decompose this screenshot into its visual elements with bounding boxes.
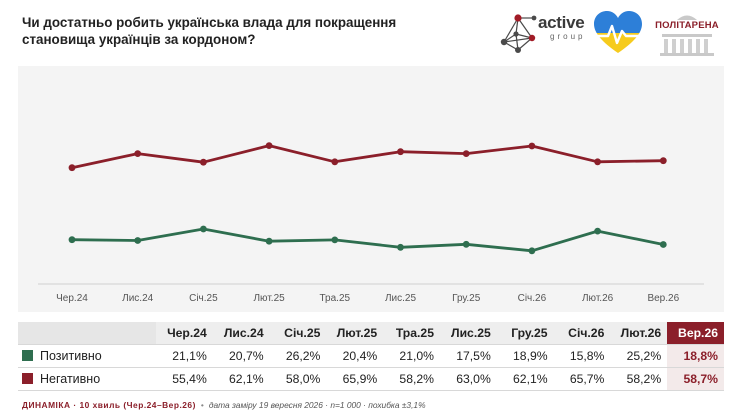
row-label-negative: Негативно [18, 367, 156, 391]
data-point-positive [331, 236, 339, 244]
data-point-positive [462, 240, 470, 248]
data-point-negative [397, 148, 404, 156]
series-line-positive [71, 227, 664, 253]
table-cell: 62,1% [212, 367, 270, 391]
footer: ДИНАМІКА · 10 хвиль (Чер.24–Вер.26) • дата… [22, 400, 426, 410]
ukraine-heart-logo [592, 9, 644, 57]
table-cell: 65,7% [553, 367, 611, 391]
x-tick-label: Січ.25 [189, 293, 218, 304]
x-tick-label: Вер.26 [647, 293, 679, 304]
table-row-negative: Негативно 55,4% 62,1% 58,0% 65,9% 58,2% … [18, 367, 724, 391]
header: Чи достатньо робить українська влада для… [0, 0, 740, 66]
table-cell: 58,0% [269, 367, 327, 391]
parliament-building-icon [660, 15, 714, 56]
page-title: Чи достатньо робить українська влада для… [22, 15, 397, 47]
table-header-cell-latest: Вер.26 [667, 322, 724, 345]
table-cell-latest: 58,7% [667, 367, 724, 391]
table-cell: 15,8% [553, 344, 611, 368]
table-header-cell: Січ.26 [553, 322, 611, 345]
table-cell: 25,2% [610, 344, 668, 368]
politarena-wordmark: ПОЛІТАРЕНА [655, 20, 719, 31]
negative-swatch [22, 373, 33, 384]
footer-separator: • [200, 400, 204, 410]
table-cell: 21,1% [156, 344, 213, 368]
positive-swatch [22, 350, 33, 361]
table-cell: 63,0% [439, 367, 497, 391]
table-cell: 55,4% [156, 367, 213, 391]
data-point-positive [397, 243, 404, 251]
data-point-positive [68, 236, 76, 244]
data-point-positive [659, 241, 667, 248]
line-chart: Чер.24 Лис.24 Січ.25 Лют.25 Тра.25 Лис.25 Гру.… [38, 142, 704, 304]
x-tick-label: Чер.24 [56, 293, 88, 304]
x-tick-label: Лют.26 [582, 293, 614, 304]
footer-dynamics: ДИНАМІКА · 10 хвиль (Чер.24–Вер.26) [22, 400, 196, 410]
table-header-cell: Тра.25 [383, 322, 440, 345]
row-label-text: Позитивно [40, 349, 102, 363]
active-group-subtitle: group [550, 32, 586, 41]
x-tick-label: Тра.25 [320, 293, 351, 304]
data-table: Чер.24 Лис.24 Січ.25 Лют.25 Тра.25 Лис.2… [18, 322, 724, 391]
table-header-cell: Чер.24 [156, 322, 213, 345]
table-header-cell: Лют.25 [326, 322, 384, 345]
x-tick-label: Лют.25 [253, 293, 285, 304]
data-point-positive [528, 247, 536, 255]
footer-meta: дата заміру 19 вересня 2026 · n=1 000 · … [208, 400, 426, 410]
data-point-negative [134, 150, 142, 157]
data-point-positive [265, 237, 273, 245]
table-header-row: Чер.24 Лис.24 Січ.25 Лют.25 Тра.25 Лис.2… [18, 322, 724, 345]
data-point-negative [200, 158, 207, 166]
table-cell: 17,5% [439, 344, 497, 368]
data-point-positive [200, 225, 207, 233]
row-label-text: Негативно [40, 372, 101, 386]
table-cell: 21,0% [383, 344, 440, 368]
table-cell: 26,2% [269, 344, 327, 368]
ukraine-heart-icon [594, 11, 642, 53]
table-header-cell: Лют.26 [610, 322, 668, 345]
data-point-positive [594, 227, 601, 235]
data-point-negative [659, 157, 667, 165]
politarena-logo: ПОЛІТАРЕНА [654, 10, 720, 58]
data-point-negative [68, 164, 76, 172]
x-tick-label: Лис.25 [385, 293, 416, 304]
active-group-logo: active group [496, 8, 586, 58]
table-cell: 65,9% [326, 367, 384, 391]
table-row-positive: Позитивно 21,1% 20,7% 26,2% 20,4% 21,0% … [18, 344, 724, 368]
table-cell: 20,7% [212, 344, 270, 368]
table-cell: 20,4% [326, 344, 384, 368]
data-point-negative [462, 150, 470, 157]
x-tick-label: Січ.26 [518, 293, 547, 304]
table-header-cell: Січ.25 [269, 322, 327, 345]
table-header-cell: Лис.25 [439, 322, 497, 345]
data-point-negative [594, 158, 601, 166]
table-cell-latest: 18,8% [667, 344, 724, 368]
table-cell: 18,9% [496, 344, 554, 368]
row-label-positive: Позитивно [18, 344, 156, 368]
table-cell: 58,2% [610, 367, 668, 391]
x-tick-label: Гру.25 [452, 293, 481, 304]
active-group-wordmark: active [538, 13, 585, 32]
data-point-positive [134, 237, 142, 244]
x-tick-label: Лис.24 [122, 293, 153, 304]
series-line-negative [71, 144, 664, 170]
table-header-cell: Лис.24 [212, 322, 270, 345]
data-point-negative [528, 142, 536, 150]
table-header-cell: Гру.25 [496, 322, 554, 345]
table-corner-cell [18, 322, 156, 345]
chart-area: Чер.24 Лис.24 Січ.25 Лют.25 Тра.25 Лис.25 Гру.… [18, 66, 724, 312]
data-point-negative [265, 142, 273, 149]
table-cell: 62,1% [496, 367, 554, 391]
data-point-negative [331, 158, 339, 166]
active-group-network-icon [500, 14, 537, 53]
table-cell: 58,2% [383, 367, 440, 391]
